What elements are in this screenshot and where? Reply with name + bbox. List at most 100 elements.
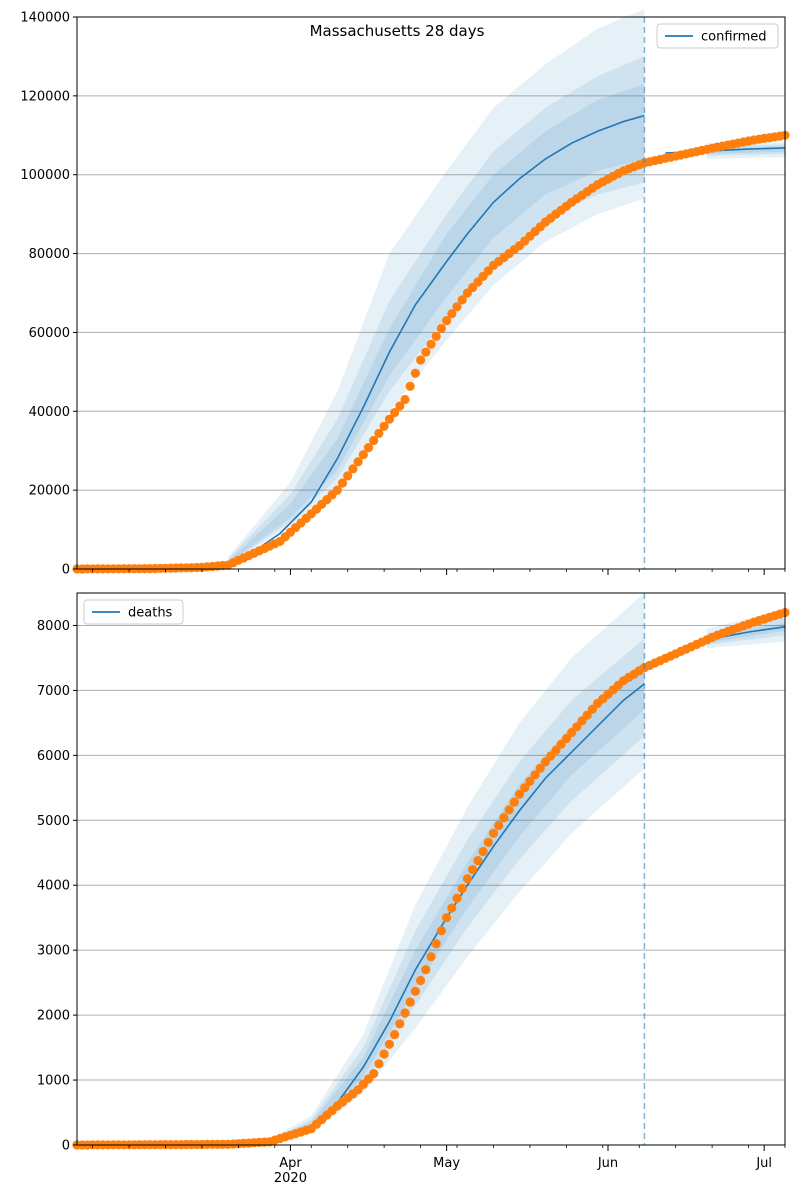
observed-point [468, 865, 478, 875]
observed-point [416, 975, 426, 986]
observed-point [426, 339, 436, 349]
observed-point [431, 939, 441, 949]
deaths-panel: 0 1000 2000 3000 4000 5000 6000 7000 8000 deaths [37, 592, 790, 1154]
observed-point [431, 331, 441, 341]
observed-point [457, 295, 467, 305]
observed-point [358, 450, 368, 460]
observed-point [390, 408, 400, 418]
y-tick-label: 8000 [37, 619, 70, 634]
observed-point [442, 316, 452, 326]
observed-point [426, 952, 436, 962]
legend-frame [83, 599, 184, 625]
plot-frame [76, 592, 786, 1146]
observed-point [384, 414, 394, 424]
observed-point [509, 797, 519, 807]
y-tick-label: 4000 [37, 879, 70, 894]
x-tick-label: May [433, 1156, 460, 1171]
observed-point [374, 428, 384, 438]
observed-point [561, 733, 572, 744]
y-tick-label: 20000 [29, 484, 70, 499]
observed-point [452, 302, 462, 312]
observed-point [374, 1059, 384, 1069]
uncertainty-band-middle [228, 56, 645, 565]
y-tick-label: 140000 [20, 11, 70, 26]
y-tick-label: 0 [62, 563, 70, 578]
observed-point [494, 820, 504, 831]
observed-point [457, 883, 467, 894]
confirmed-panel: 0 20000 40000 60000 80000 100000 120000 140000 c… [20, 9, 790, 578]
observed-point [520, 783, 530, 793]
y-tick-label: 7000 [37, 684, 70, 699]
y-tick-label: 5000 [37, 814, 70, 829]
model-line [227, 114, 645, 564]
x-tick-label: Jul [755, 1156, 772, 1171]
observed-point [405, 997, 415, 1007]
y-tick-label: 6000 [37, 749, 70, 764]
observed-point [473, 856, 483, 866]
observed-point [332, 485, 342, 495]
observed-point [421, 965, 431, 975]
observed-point [395, 401, 405, 411]
uncertainty-band-middle [269, 638, 645, 1143]
observed-point [572, 722, 582, 732]
y-tick-label: 100000 [20, 168, 70, 183]
x-axis-labels: Apr May Jun Jul 2020 [274, 1156, 772, 1186]
uncertainty-band-inner [228, 84, 645, 564]
observed-point [369, 1069, 379, 1079]
observed-point [436, 926, 446, 936]
observed-point [478, 846, 488, 857]
observed-point [535, 763, 545, 773]
uncertainty-band-middle [706, 617, 785, 645]
observed-point [416, 355, 426, 365]
chart-title: Massachusetts 28 days [310, 22, 485, 40]
observed-point [363, 443, 374, 453]
observed-point [337, 478, 348, 488]
observed-point [343, 471, 353, 481]
observed-point [447, 309, 457, 319]
y-tick-label: 3000 [37, 944, 70, 959]
observed-point [556, 739, 566, 749]
observed-point [504, 805, 514, 815]
observed-point [379, 421, 389, 431]
observed-point [442, 913, 452, 923]
observed-point [421, 347, 431, 357]
observed-point [384, 1039, 394, 1049]
legend: deaths [83, 599, 184, 625]
observed-point [369, 435, 379, 446]
observed-point [551, 745, 561, 755]
observed-point [379, 1049, 389, 1059]
y-tick-label: 0 [62, 1139, 70, 1154]
observed-point [499, 813, 509, 823]
observed-point [436, 323, 446, 334]
y-tick-label: 60000 [29, 326, 70, 341]
legend-label: deaths [128, 606, 173, 621]
observed-point [483, 837, 493, 848]
observed-point [525, 776, 535, 786]
observed-point [390, 1030, 400, 1040]
observed-point [353, 457, 363, 467]
observed-point [452, 893, 462, 903]
y-tick-label: 2000 [37, 1009, 70, 1024]
observed-point [582, 710, 592, 720]
observed-point [488, 828, 499, 838]
observed-point [348, 464, 358, 474]
legend-label: confirmed [701, 30, 767, 45]
y-tick-label: 120000 [20, 89, 70, 104]
observed-point [400, 1008, 410, 1018]
x-tick-label: Apr [279, 1156, 302, 1171]
y-tick-label: 1000 [37, 1074, 70, 1089]
legend-frame [656, 23, 779, 49]
uncertainty-band-outer [228, 9, 645, 566]
observed-point [405, 381, 415, 391]
observed-point [447, 903, 457, 913]
x-tick-label: Jun [597, 1156, 618, 1171]
plot-frame [76, 16, 786, 570]
observed-point [514, 789, 525, 799]
legend: confirmed [656, 23, 779, 49]
observed-point [462, 874, 472, 884]
x-year-label: 2020 [274, 1171, 307, 1186]
uncertainty-band-outer [269, 593, 645, 1143]
y-tick-label: 40000 [29, 405, 70, 420]
observed-point [410, 368, 420, 378]
observed-point [395, 1019, 405, 1029]
